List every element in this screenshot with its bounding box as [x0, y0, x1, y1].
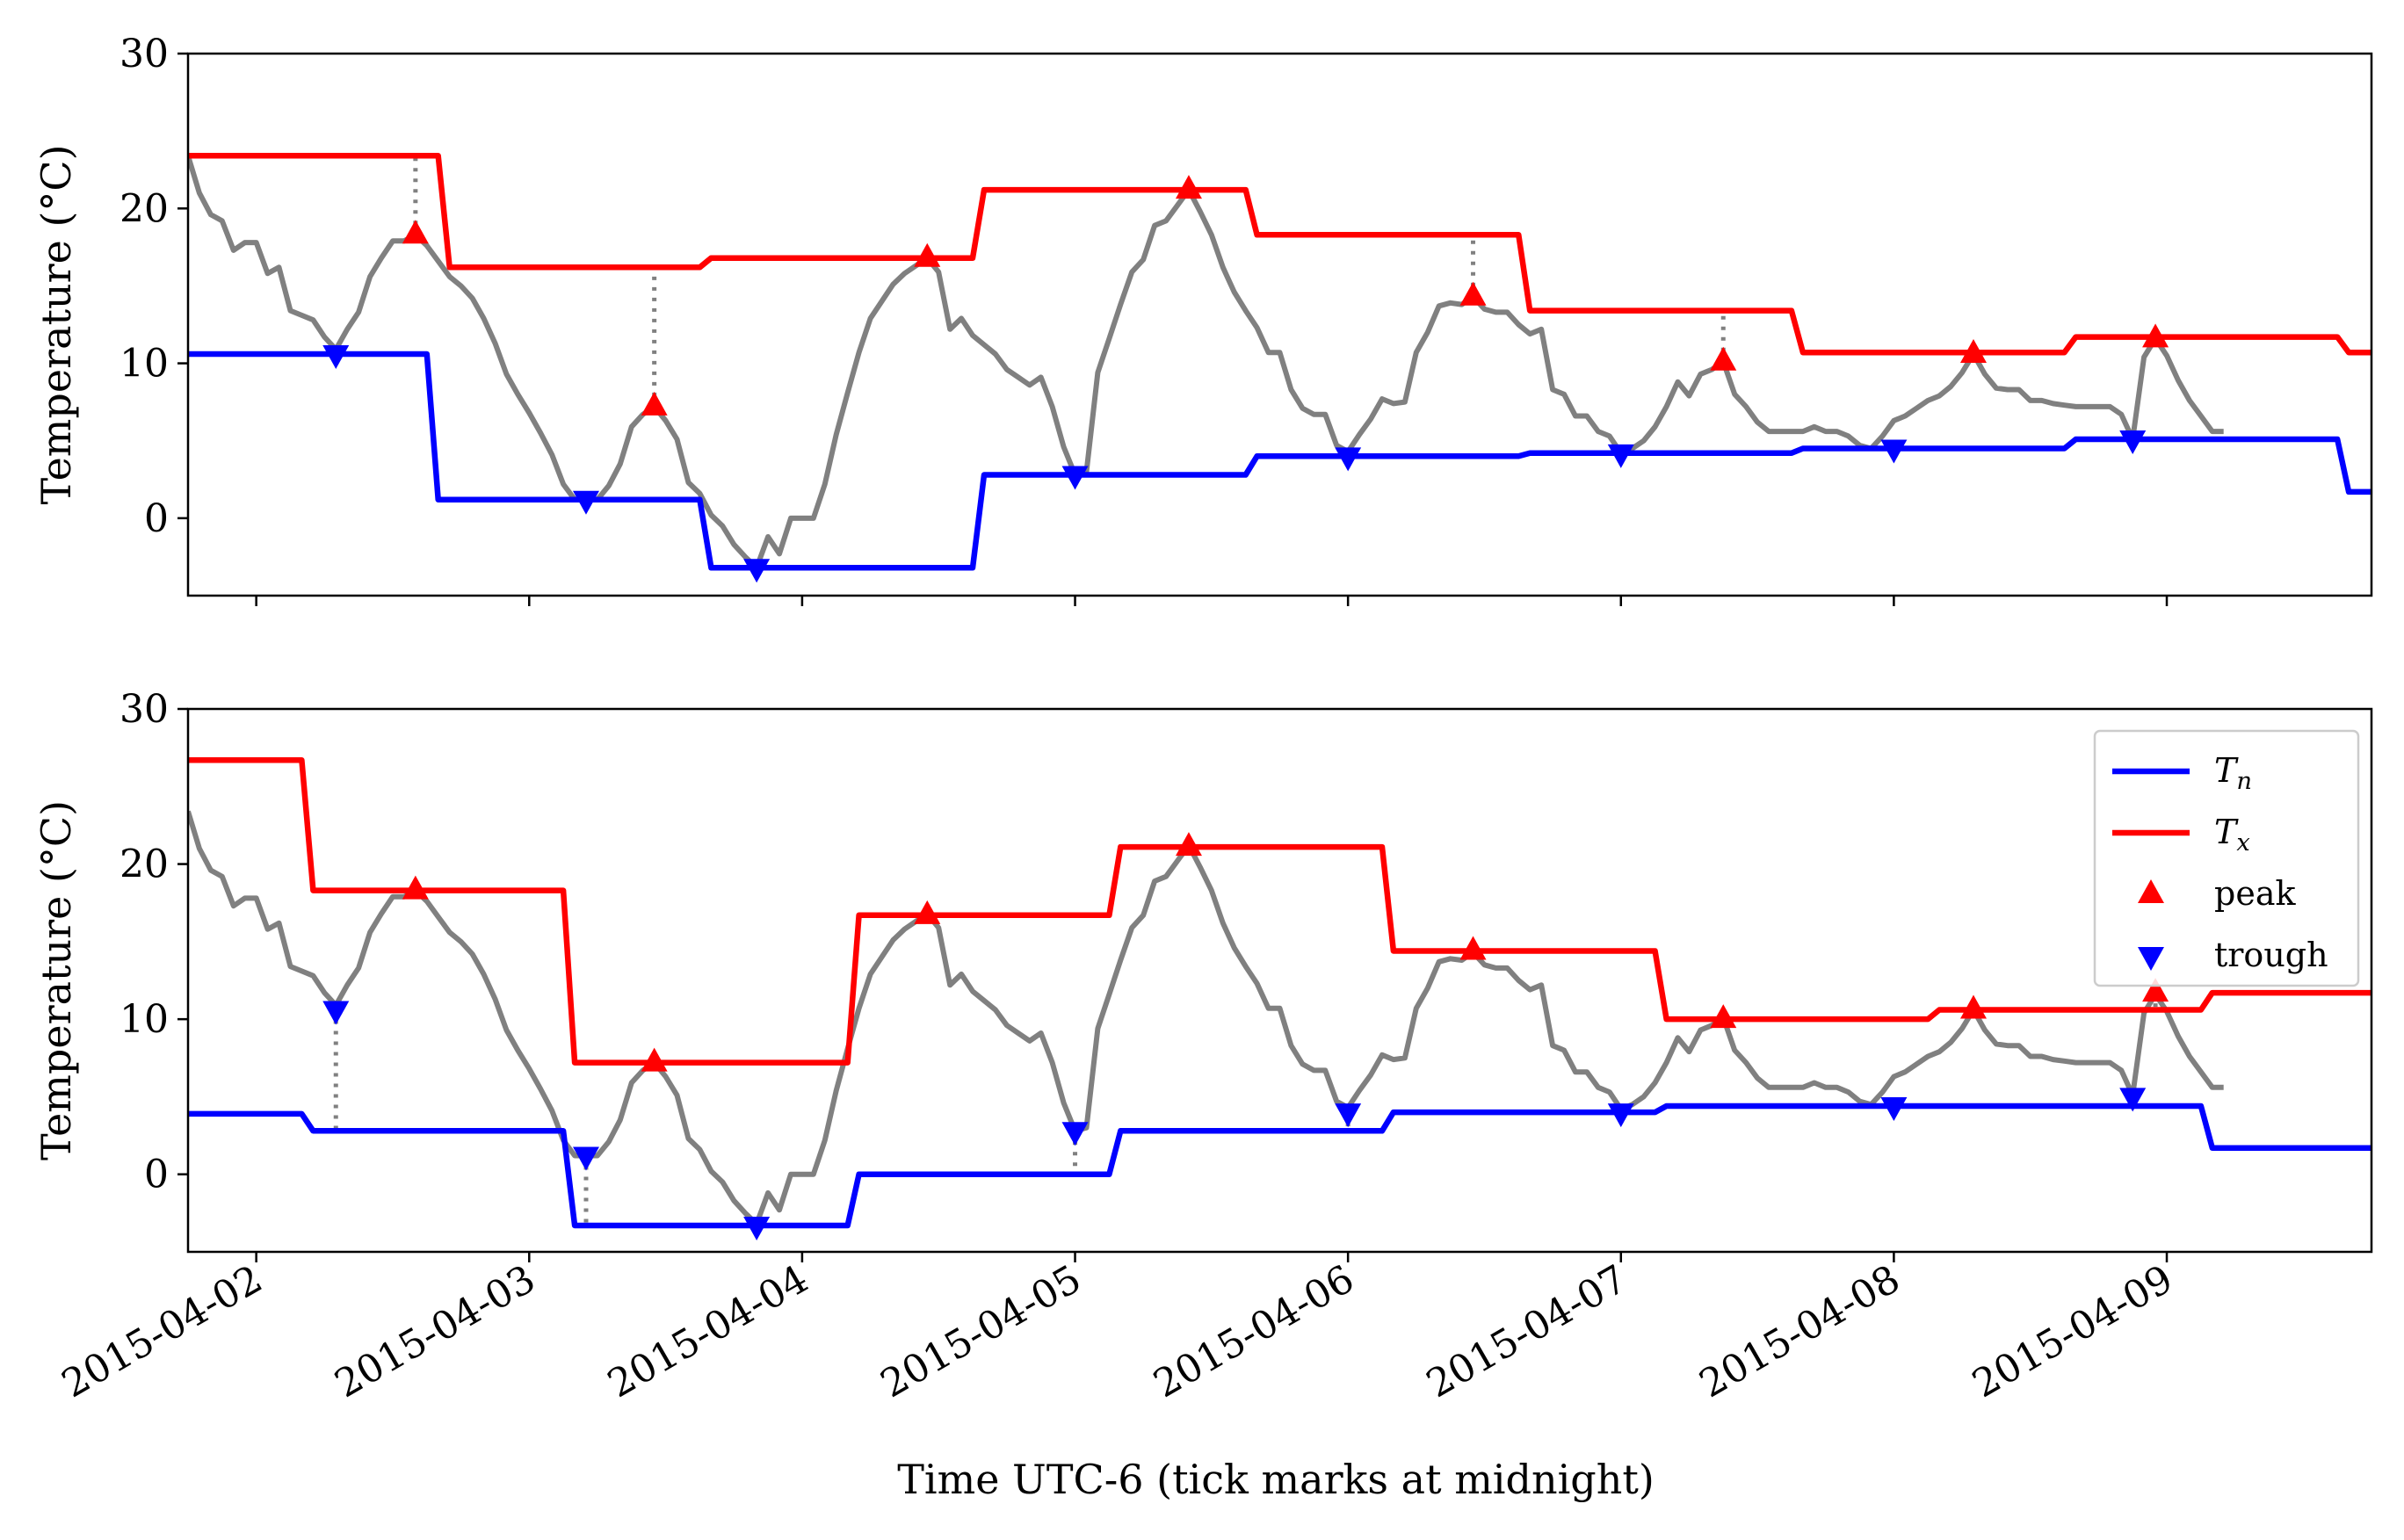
- trough-marker: [743, 1216, 771, 1240]
- y-axis-label: Temperature (°C): [33, 144, 80, 504]
- legend-trough-label: trough: [2214, 936, 2328, 974]
- peak-marker: [1459, 281, 1487, 306]
- axes-frame: [186, 707, 2373, 1254]
- peak-marker: [402, 875, 429, 900]
- trough-marker: [1335, 1103, 1362, 1128]
- peak-marker: [1175, 832, 1202, 857]
- peak-marker: [1459, 936, 1487, 960]
- trough-marker: [2119, 430, 2147, 454]
- trough-marker: [1061, 1122, 1089, 1146]
- trough-marker: [322, 344, 350, 369]
- trough-marker: [572, 490, 599, 515]
- peak-marker: [402, 220, 429, 244]
- peak-marker: [1960, 338, 1988, 363]
- peak-marker: [1710, 1004, 1737, 1029]
- peak-marker: [2142, 323, 2169, 348]
- legend-frame: [2093, 729, 2360, 987]
- y-tick-label: 10: [119, 997, 169, 1042]
- peak-marker: [1960, 994, 1988, 1019]
- temperature-line: [188, 155, 2224, 571]
- trough-marker: [1607, 1103, 1634, 1128]
- bottom-panel: 0 10 20 30 Temperature (°C) Tn Tx peak trough: [33, 687, 2373, 1262]
- trough-marker: [322, 1001, 350, 1025]
- y-axis-label: Temperature (°C): [33, 800, 80, 1160]
- legend-peak-label: peak: [2214, 874, 2296, 913]
- peak-marker: [914, 242, 941, 267]
- peak-marker: [914, 900, 941, 924]
- peak-marker: [641, 391, 668, 416]
- trough-marker: [1880, 439, 1908, 464]
- peak-marker: [1710, 346, 1737, 371]
- trough-marker: [1880, 1097, 1908, 1122]
- y-tick-label: 20: [119, 186, 169, 231]
- tn-line: [188, 1103, 2371, 1229]
- temperature-line: [188, 810, 2224, 1227]
- legend: Tn Tx peak trough: [2093, 729, 2360, 987]
- peak-marker: [2142, 978, 2169, 1002]
- y-tick-label: 0: [144, 496, 169, 541]
- y-tick-label: 0: [144, 1153, 169, 1197]
- legend-tx-label: Tx: [2214, 813, 2250, 857]
- peak-marker: [641, 1047, 668, 1072]
- y-tick-label: 30: [119, 32, 169, 76]
- trough-marker: [1335, 447, 1362, 472]
- trough-marker: [2119, 1088, 2147, 1112]
- tx-line: [188, 757, 2371, 1066]
- y-tick-label: 10: [119, 342, 169, 387]
- legend-tn-label: Tn: [2214, 751, 2252, 795]
- trough-marker: [1061, 466, 1089, 490]
- legend-trough-swatch: [2138, 947, 2164, 971]
- trough-marker: [1607, 444, 1634, 468]
- legend-peak-swatch: [2138, 879, 2164, 903]
- y-tick-label: 20: [119, 842, 169, 887]
- tn-line: [188, 351, 2371, 571]
- trough-marker: [572, 1146, 599, 1171]
- top-panel: 0 10 20 30 Temperature (°C): [33, 32, 2373, 606]
- y-tick-label: 30: [119, 687, 169, 732]
- x-axis-label: Time UTC-6 (tick marks at midnight): [897, 1456, 1655, 1503]
- trough-marker: [743, 559, 771, 583]
- peak-marker: [1175, 175, 1202, 199]
- plot-area: [188, 153, 2371, 571]
- axes-frame: [186, 52, 2373, 597]
- tx-line: [188, 153, 2371, 356]
